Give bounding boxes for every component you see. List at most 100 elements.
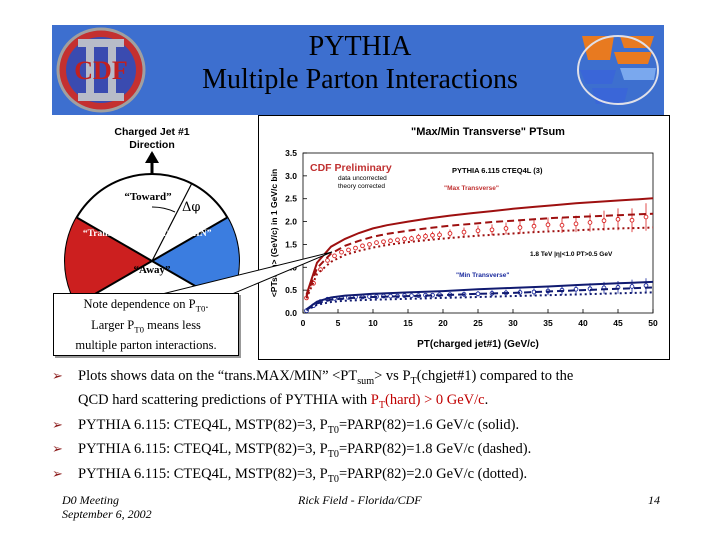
bullet-item: ➢ PYTHIA 6.115: CTEQ4L, MSTP(82)=3, PT0=… bbox=[52, 416, 520, 436]
bullet-item: ➢ Plots shows data on the “trans.MAX/MIN… bbox=[52, 368, 574, 412]
note-line-2-end: means less bbox=[143, 317, 201, 332]
data-point bbox=[545, 222, 551, 228]
preliminary-label: CDF Preliminary bbox=[310, 162, 392, 174]
delta-phi-label: Δφ bbox=[182, 200, 201, 215]
data-point bbox=[475, 291, 481, 297]
data-point bbox=[615, 216, 621, 222]
data-point bbox=[360, 243, 365, 249]
note-line-2: Larger P bbox=[91, 317, 135, 332]
data-note-1: data uncorrected bbox=[338, 175, 387, 182]
note-line-1-end: . bbox=[205, 297, 209, 311]
data-point bbox=[346, 247, 351, 253]
y-tick-label: 3.5 bbox=[285, 148, 297, 158]
footer-meeting: D0 Meeting bbox=[62, 493, 119, 507]
note-line-1: Note dependence on P bbox=[83, 297, 196, 311]
title-line-2: Multiple Parton Interactions bbox=[202, 64, 518, 95]
bullet-arrow-icon: ➢ bbox=[52, 466, 63, 482]
x-tick-label: 10 bbox=[368, 318, 378, 328]
data-point bbox=[517, 225, 523, 230]
data-point bbox=[573, 221, 579, 227]
data-point bbox=[489, 227, 495, 233]
bullet-list: ➢ Plots shows data on the “trans.MAX/MIN… bbox=[52, 367, 692, 489]
data-point bbox=[374, 240, 379, 245]
jet-direction-label-1: Charged Jet #1 bbox=[114, 126, 189, 138]
cdf-logo-text: CDF bbox=[74, 56, 127, 85]
bullet-item: ➢ PYTHIA 6.115: CTEQ4L, MSTP(82)=3, PT0=… bbox=[52, 465, 528, 485]
x-tick-label: 5 bbox=[336, 318, 341, 328]
x-tick-label: 25 bbox=[473, 318, 483, 328]
y-tick-label: 2.0 bbox=[285, 217, 297, 227]
max-transverse-label: "Max Transverse" bbox=[444, 185, 499, 192]
jet-arrow-head bbox=[145, 151, 159, 163]
jet-direction-label-2: Direction bbox=[129, 139, 175, 151]
min-transverse-label: "Min Transverse" bbox=[456, 272, 510, 279]
x-tick-label: 50 bbox=[648, 318, 658, 328]
note-line-1-sub: T0 bbox=[195, 303, 206, 314]
data-point bbox=[395, 237, 400, 243]
trans-max-label: “Trans.MAX” bbox=[83, 228, 141, 239]
trans-max-region bbox=[65, 217, 152, 305]
x-tick-label: 30 bbox=[508, 318, 518, 328]
series-line bbox=[305, 280, 654, 311]
y-tick-label: 0.0 bbox=[285, 308, 297, 318]
x-tick-label: 45 bbox=[613, 318, 623, 328]
x-tick-label: 35 bbox=[543, 318, 553, 328]
data-point bbox=[587, 220, 593, 225]
cdf-logo: CDF bbox=[56, 27, 146, 113]
data-point bbox=[447, 231, 453, 236]
data-point bbox=[643, 214, 649, 220]
data-point bbox=[475, 228, 481, 234]
delta-phi-arc bbox=[151, 206, 176, 213]
data-point bbox=[531, 223, 537, 229]
data-point bbox=[559, 222, 565, 228]
bullet-arrow-icon: ➢ bbox=[52, 417, 63, 433]
data-point bbox=[416, 234, 421, 240]
uf-logo bbox=[577, 35, 659, 105]
data-point bbox=[629, 217, 635, 223]
data-point bbox=[381, 239, 386, 245]
data-point bbox=[388, 238, 393, 244]
y-tick-label: 0.5 bbox=[285, 285, 297, 295]
series-line bbox=[305, 212, 654, 297]
footer-date: September 6, 2002 bbox=[62, 507, 152, 521]
series-line bbox=[305, 226, 654, 299]
pt0-note: Note dependence on PT0. Larger PT0 means… bbox=[53, 293, 239, 356]
toward-label: “Toward” bbox=[124, 191, 171, 203]
ptsum-chart: "Max/Min Transverse" PTsum 0 5 10 15 20 25 30 3… bbox=[258, 115, 670, 360]
data-point bbox=[461, 229, 467, 235]
data-point bbox=[430, 232, 435, 238]
data-point bbox=[573, 286, 579, 292]
data-point bbox=[388, 293, 393, 299]
bullet-arrow-icon: ➢ bbox=[52, 442, 63, 458]
chart-title: "Max/Min Transverse" PTsum bbox=[411, 126, 565, 138]
data-point bbox=[601, 218, 607, 224]
delta-phi-ray bbox=[151, 182, 193, 262]
y-tick-label: 1.0 bbox=[285, 262, 297, 272]
x-tick-label: 0 bbox=[301, 318, 306, 328]
note-line-2-sub: T0 bbox=[134, 324, 144, 334]
data-point bbox=[353, 245, 358, 251]
data-note-2: theory corrected bbox=[338, 183, 385, 190]
y-tick-label: 3.0 bbox=[285, 171, 297, 181]
x-axis-label: PT(charged jet#1) (GeV/c) bbox=[417, 339, 539, 350]
title-banner bbox=[52, 25, 664, 115]
pythia-label: PYTHIA 6.115 CTEQ4L (3) bbox=[452, 166, 543, 175]
y-axis-label: <PTsum> (GeV/c) in 1 GeV/c bin bbox=[269, 169, 279, 297]
cuts-label: 1.8 TeV |η|<1.0 PT>0.5 GeV bbox=[530, 251, 613, 258]
bullet-item: ➢ PYTHIA 6.115: CTEQ4L, MSTP(82)=3, PT0=… bbox=[52, 441, 532, 461]
y-tick-label: 2.5 bbox=[285, 194, 297, 204]
series-line bbox=[305, 197, 654, 296]
data-point bbox=[325, 258, 330, 263]
data-point bbox=[503, 226, 509, 231]
data-point bbox=[409, 293, 414, 298]
page-number: 14 bbox=[648, 493, 660, 507]
note-line-3: multiple parton interactions. bbox=[75, 338, 217, 352]
data-point bbox=[629, 284, 635, 289]
trans-min-label: “Trans.MIN” bbox=[157, 228, 212, 239]
title-line-1: PYTHIA bbox=[308, 31, 412, 62]
x-tick-label: 15 bbox=[403, 318, 413, 328]
x-tick-label: 40 bbox=[578, 318, 588, 328]
data-point bbox=[402, 236, 407, 242]
y-tick-label: 1.5 bbox=[285, 239, 297, 249]
series-line bbox=[306, 291, 654, 312]
